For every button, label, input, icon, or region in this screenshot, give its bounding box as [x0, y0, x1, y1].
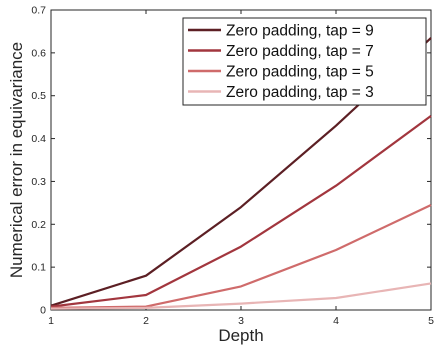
legend-label: Zero padding, tap = 5 — [226, 64, 374, 81]
series-line-1 — [50, 115, 432, 308]
y-tick-label: 0.7 — [31, 5, 46, 17]
legend: Zero padding, tap = 9 Zero padding, tap =… — [182, 17, 427, 106]
y-tick-label: 0.4 — [31, 133, 46, 145]
y-tick-label: 0.2 — [31, 219, 46, 231]
series-line-2 — [50, 204, 432, 309]
series-line-3 — [50, 282, 432, 310]
y-tick-label: 0 — [40, 305, 46, 317]
x-axis-title: Depth — [218, 326, 263, 345]
x-tick-label: 5 — [428, 315, 434, 327]
legend-label: Zero padding, tap = 3 — [226, 84, 374, 101]
x-tick-label: 3 — [238, 315, 244, 327]
legend-label: Zero padding, tap = 9 — [226, 23, 374, 40]
y-tick-label: 0.1 — [31, 262, 46, 274]
x-tick-label: 4 — [333, 315, 339, 327]
y-tick-label: 0.3 — [31, 176, 46, 188]
legend-box — [182, 17, 427, 106]
x-tick-label: 2 — [143, 315, 149, 327]
legend-label: Zero padding, tap = 7 — [226, 43, 374, 60]
y-tick-label: 0.6 — [31, 47, 46, 59]
y-axis-title: Numerical error in equivariance — [7, 42, 26, 278]
x-tick-label: 1 — [48, 315, 54, 327]
y-tick-label: 0.5 — [31, 90, 46, 102]
